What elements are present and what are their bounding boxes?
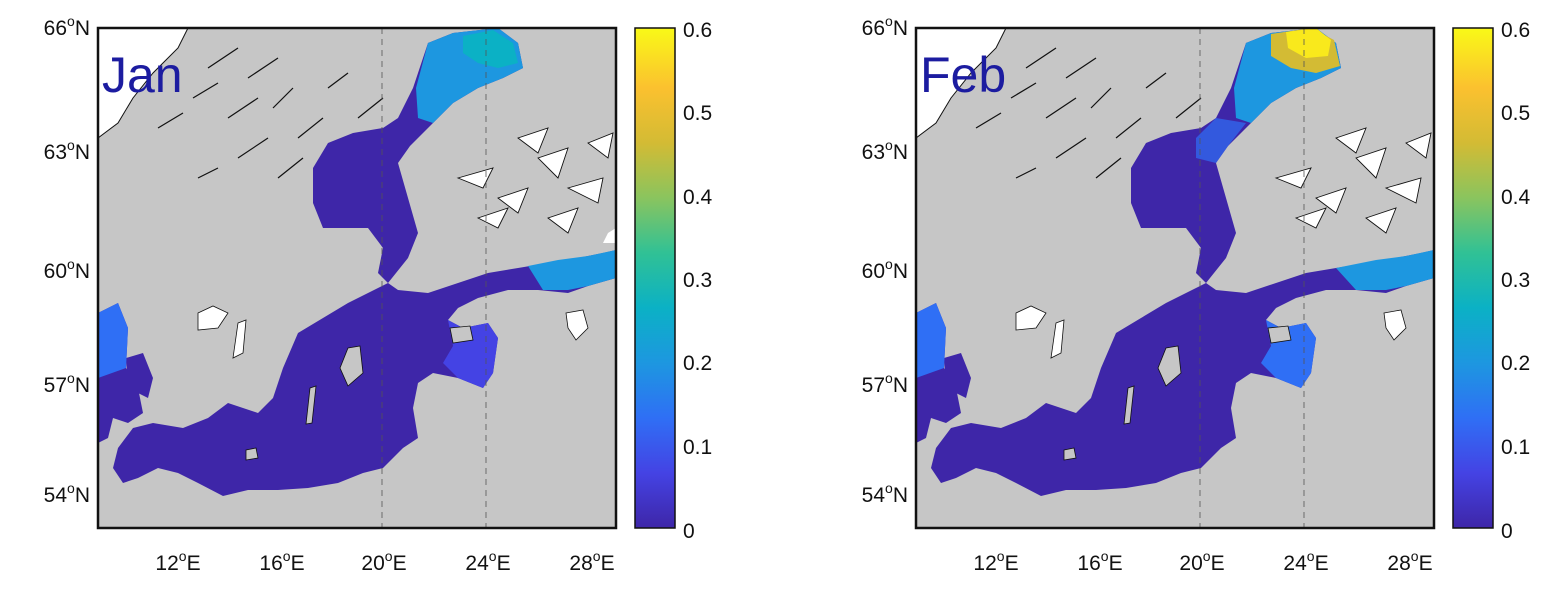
colorbar-gradient [634,27,676,529]
open-ocean-area [915,27,1007,139]
lon-tick: 20oE [361,548,406,575]
svg-text:66oN: 66oN [44,13,90,40]
lat-tick: 54oN [862,480,908,507]
gulf-of-finland [528,250,616,290]
lake-vattern [232,319,247,359]
gotland-island [1157,345,1182,387]
kattegat [98,303,128,378]
colorbar-tick-label: 0.1 [1501,436,1530,459]
lon-tick: 12oE [973,548,1018,575]
bothnian-bay-peak [1286,28,1331,58]
colorbar-tick-label: 0.2 [1501,352,1530,375]
latitude-ticks: 66oN 63oN 60oN 57oN 54oN [44,13,90,507]
map-frame [914,26,1436,530]
colorbar-tick-label: 0 [683,520,695,543]
finnish-lakes [1274,127,1432,234]
swedish-lakes [157,47,384,179]
finnish-lakes [456,127,614,234]
lon-tick: 24oE [465,548,510,575]
colorbar: 0.6 0.5 0.4 0.3 0.2 0.1 0 [634,19,713,543]
colorbar-gradient [1452,27,1494,529]
svg-text:57oN: 57oN [44,370,90,397]
kattegat [916,303,946,378]
colorbar-tick-label: 0.5 [1501,102,1530,125]
lake-vanern [1015,305,1047,331]
lat-tick: 57oN [862,370,908,397]
oland-island [1123,385,1135,425]
lake-vattern [1050,319,1065,359]
lon-tick: 16oE [259,548,304,575]
svg-text:66oN: 66oN [862,13,908,40]
month-label: Feb [920,47,1006,103]
swedish-lakes [975,47,1202,179]
saaremaa-island [449,325,474,344]
lake-vanern [197,305,229,331]
colorbar-tick-label: 0.1 [683,436,712,459]
map-area: Feb [914,26,1436,530]
lon-tick: 12oE [155,548,200,575]
longitude-ticks: 12oE 16oE 20oE 24oE 28oE [973,548,1432,575]
lat-tick: 66oN [862,13,908,40]
lat-tick: 66oN [44,13,90,40]
saaremaa-island [1267,325,1292,344]
lon-tick: 28oE [569,548,614,575]
lon-tick: 16oE [1077,548,1122,575]
lake-ladoga [603,228,616,243]
oland-island [305,385,317,425]
colorbar-tick-label: 0.6 [683,19,712,42]
map-frame [96,26,618,530]
lat-tick: 63oN [44,137,90,164]
colorbar-tick-label: 0 [1501,520,1513,543]
svg-text:54oN: 54oN [44,480,90,507]
open-ocean-area [97,27,189,139]
lat-tick: 57oN [44,370,90,397]
colorbar-tick-label: 0.2 [683,352,712,375]
map-panel-jan: Jan 66oN 63oN 60oN 57oN 54oN 12oE 16oE 2… [44,13,713,575]
bornholm-island [1063,447,1077,461]
lon-tick: 20oE [1179,548,1224,575]
map-panel-feb: Feb 66oN 63oN 60oN 57oN 54oN 12oE 16oE 2… [862,13,1531,575]
bothnian-sea-north [1196,118,1246,163]
lat-tick: 54oN [44,480,90,507]
map-area: Jan [96,26,618,530]
colorbar-tick-label: 0.5 [683,102,712,125]
colorbar-tick-label: 0.3 [1501,269,1530,292]
lon-tick: 28oE [1387,548,1432,575]
bothnian-bay-north [463,30,518,68]
svg-text:54oN: 54oN [862,480,908,507]
colorbar-tick-label: 0.4 [1501,186,1531,209]
svg-text:60oN: 60oN [862,256,908,283]
svg-text:63oN: 63oN [44,137,90,164]
longitude-ticks: 12oE 16oE 20oE 24oE 28oE [155,548,614,575]
svg-text:57oN: 57oN [862,370,908,397]
bornholm-island [245,447,259,461]
lon-tick: 24oE [1283,548,1328,575]
latitude-ticks: 66oN 63oN 60oN 57oN 54oN [862,13,908,507]
month-label: Jan [102,47,183,103]
gulf-of-finland [1336,250,1434,290]
svg-text:63oN: 63oN [862,137,908,164]
colorbar-tick-label: 0.6 [1501,19,1530,42]
lake-peipus [565,309,589,341]
colorbar-tick-label: 0.3 [683,269,712,292]
lat-tick: 60oN [44,256,90,283]
colorbar-tick-label: 0.4 [683,186,713,209]
lake-peipus [1383,309,1407,341]
svg-text:60oN: 60oN [44,256,90,283]
lat-tick: 60oN [862,256,908,283]
lat-tick: 63oN [862,137,908,164]
colorbar: 0.6 0.5 0.4 0.3 0.2 0.1 0 [1452,19,1531,543]
gotland-island [339,345,364,387]
